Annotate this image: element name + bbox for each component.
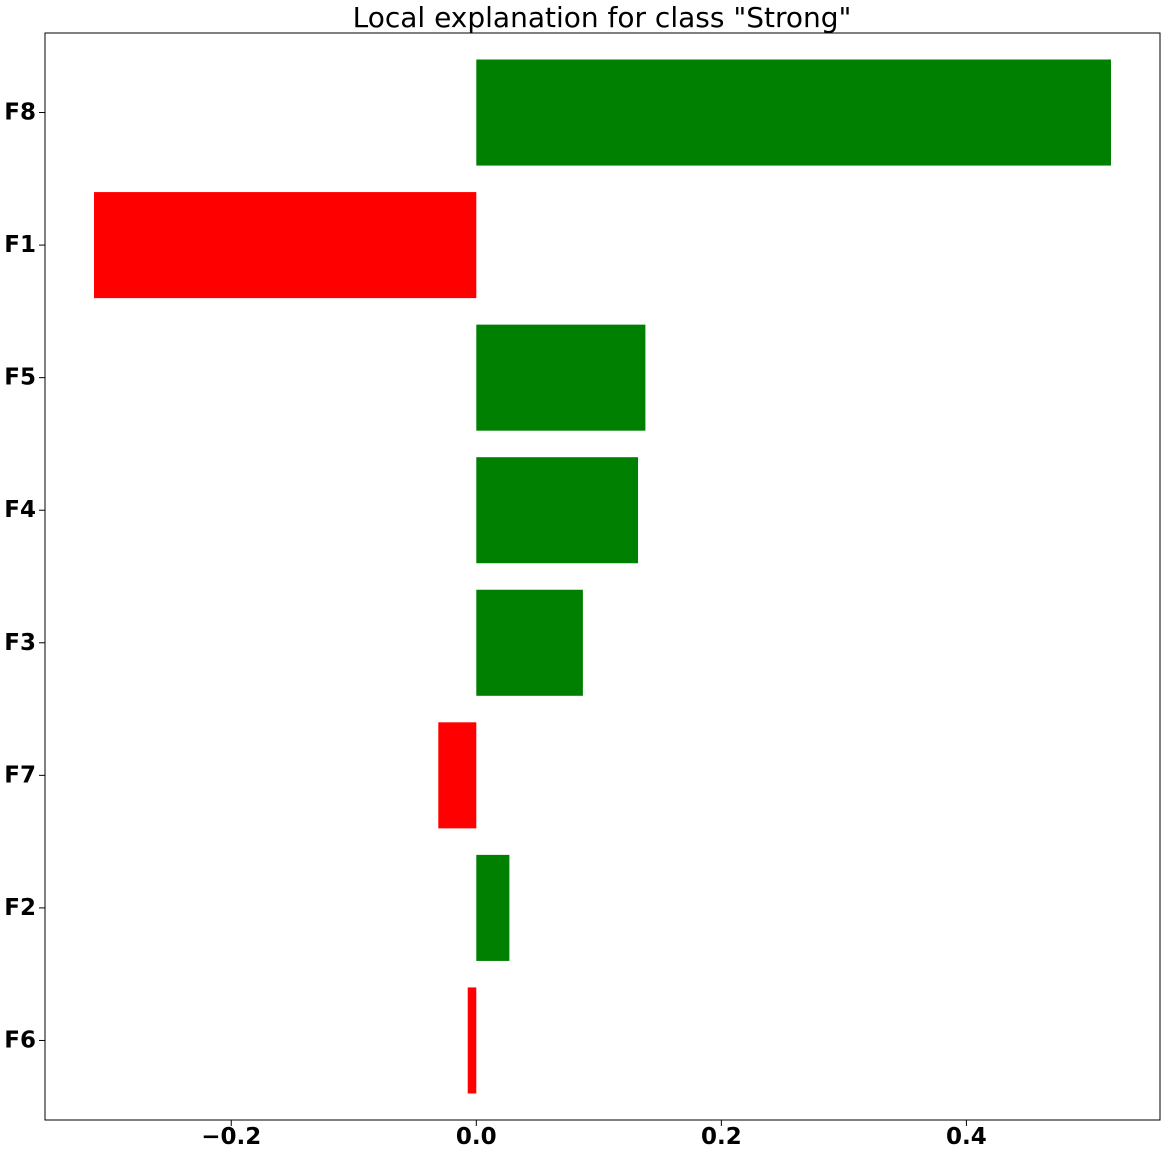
y-tick-label: F7 [4,762,36,788]
x-tick-label: 0.4 [946,1124,987,1150]
y-tick-label: F1 [4,232,36,258]
y-tick-label: F6 [4,1027,36,1053]
y-tick-label: F5 [4,365,36,391]
bars-layer [94,59,1111,1094]
y-tick-label: F8 [4,100,36,126]
x-tick-label: 0.0 [456,1124,497,1150]
axes-layer: F8 F1 F5 F4 F3 F7 F2 F6 −0.2 0.0 0.2 0.4 [4,32,1161,1150]
y-tick-label: F4 [4,497,36,523]
bar-f7 [438,722,477,829]
bar-f2 [476,854,510,961]
bar-f6 [467,987,477,1094]
x-tick-label: −0.2 [201,1124,261,1150]
bar-f4 [476,457,639,564]
y-tick-label: F3 [4,630,36,656]
bar-f3 [476,589,583,696]
bar-f5 [476,324,646,431]
x-tick-label: 0.2 [701,1124,742,1150]
y-tick-label: F2 [4,895,36,921]
plot-frame [44,32,1161,1121]
bar-f1 [94,192,477,299]
chart-title: Local explanation for class "Strong" [353,1,852,34]
bar-f8 [476,59,1111,166]
